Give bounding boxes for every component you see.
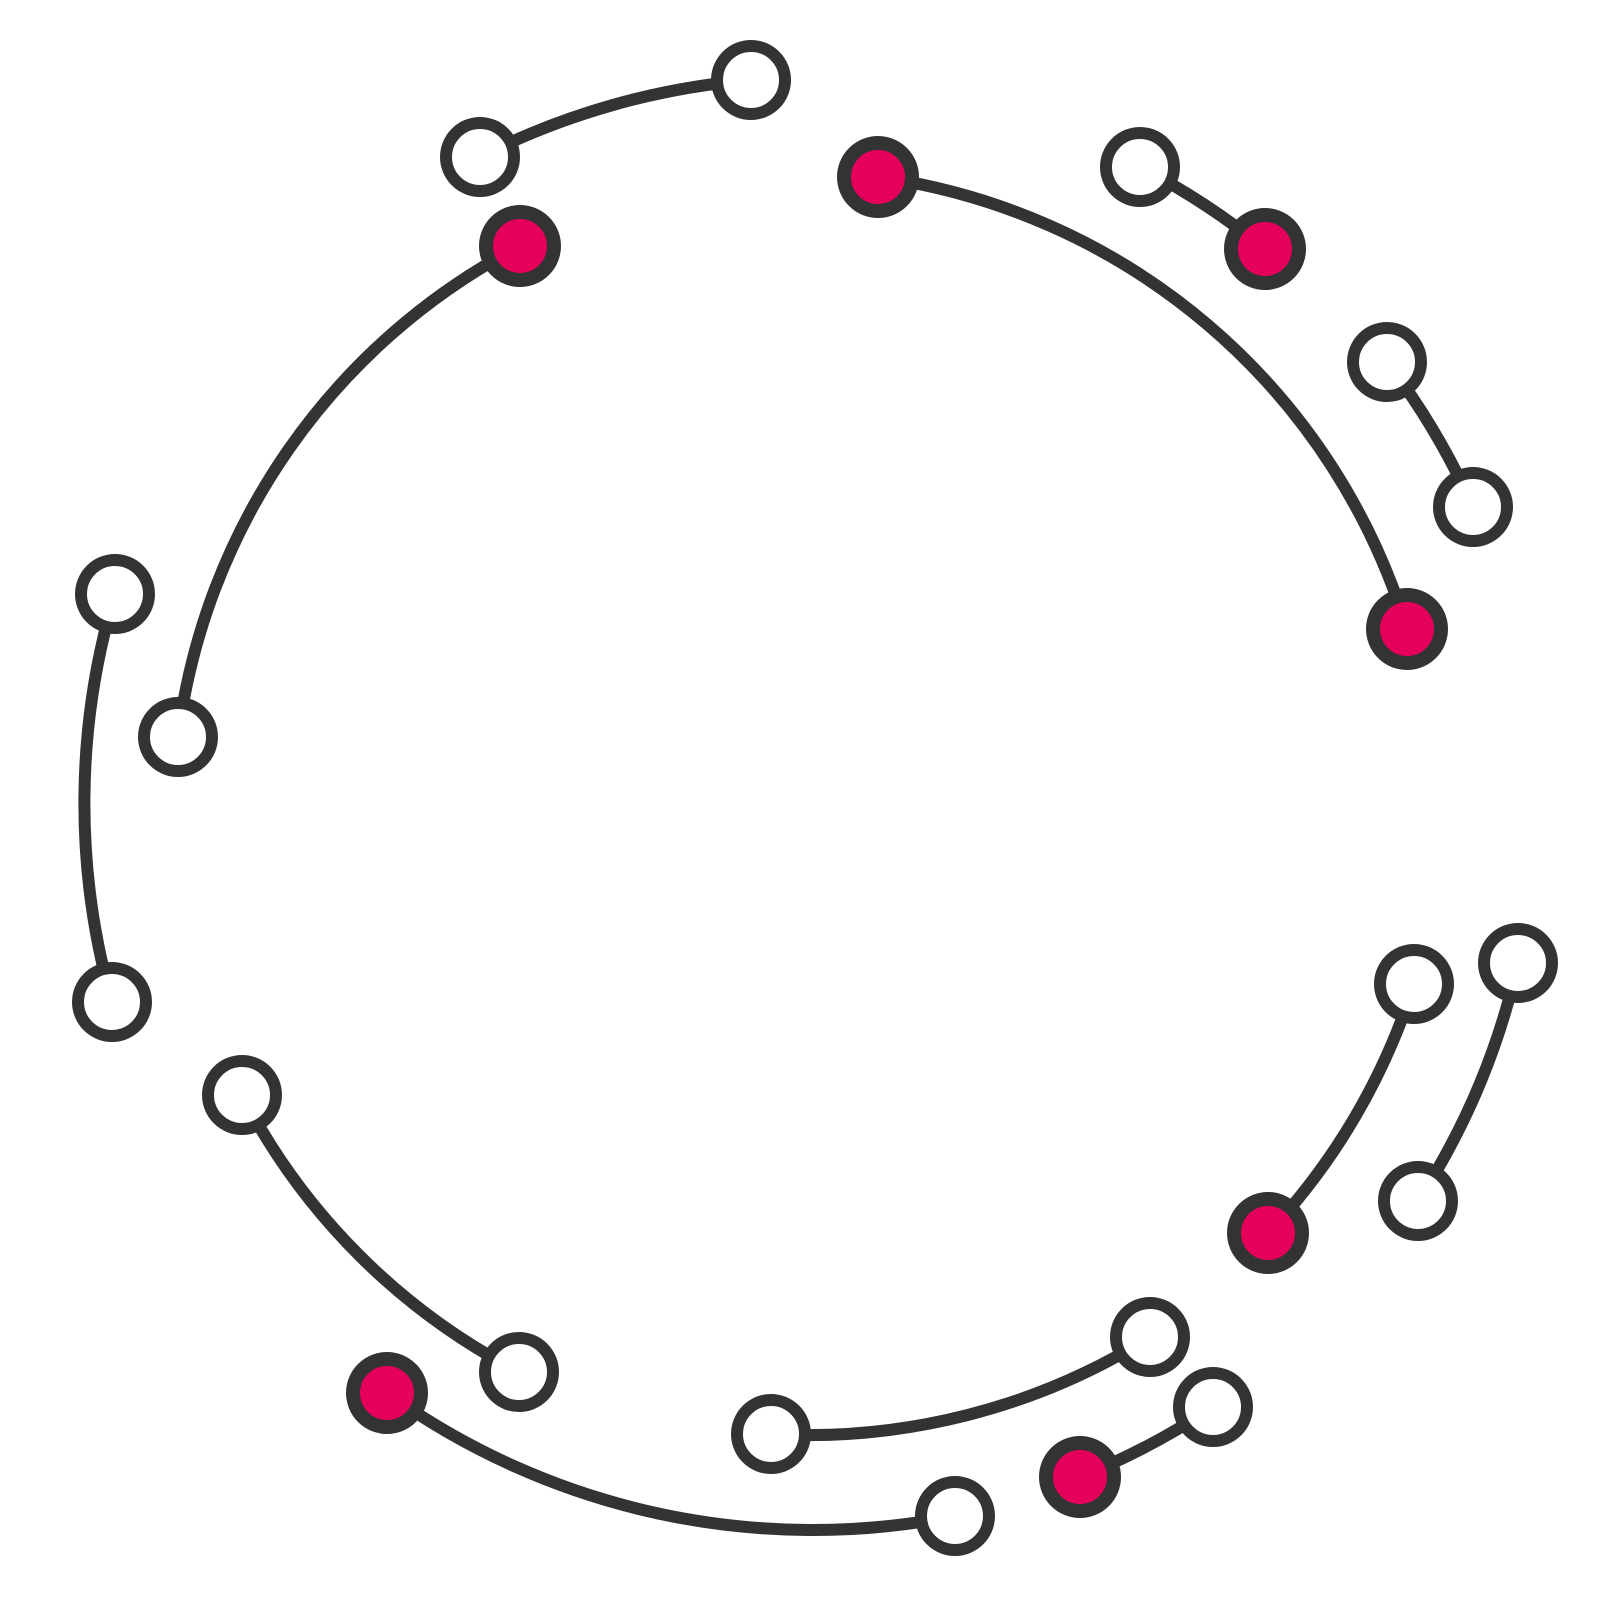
n-bottom-4-node	[1173, 1367, 1253, 1447]
arc-3-connector	[78, 592, 121, 1004]
arcs-layer	[78, 74, 1524, 1536]
n-left-2-node	[75, 554, 155, 634]
n-lowleft-1-node	[202, 1055, 282, 1135]
arc-10-connector	[383, 1388, 957, 1536]
n-lowleft-2-node	[479, 1332, 559, 1412]
n-lowright-1-node	[1374, 944, 1454, 1024]
n-top-1-node	[440, 117, 520, 197]
n-left-3-node	[72, 962, 152, 1042]
n-left-1-node	[138, 697, 218, 777]
n-red-top-highlighted-node	[837, 136, 919, 218]
n-red-lowright-highlighted-node	[1227, 1192, 1309, 1274]
n-right-2-node	[1433, 467, 1513, 547]
arc-1-connector	[477, 74, 752, 163]
n-bottom-2-node	[731, 1394, 811, 1474]
n-red-right-highlighted-node	[1366, 588, 1448, 670]
arc-11-connector	[770, 1331, 1154, 1442]
n-bottom-1-node	[915, 1476, 995, 1556]
arc-2-connector	[172, 240, 523, 738]
n-top-2-node	[711, 40, 791, 120]
n-right-1-node	[1347, 322, 1427, 402]
n-red-bottomleft-highlighted-node	[346, 1352, 428, 1434]
n-red-topright-highlighted-node	[1224, 208, 1306, 290]
n-red-bottomright-highlighted-node	[1039, 1436, 1121, 1518]
n-bottom-3-node	[1110, 1297, 1190, 1377]
n-topright-1-node	[1100, 127, 1180, 207]
arc-9-connector	[236, 1092, 522, 1378]
arc-4-connector	[877, 171, 1413, 631]
n-lowright-3-node	[1478, 923, 1558, 1003]
n-red-upper-left-highlighted-node	[479, 205, 561, 287]
n-lowright-2-node	[1378, 1161, 1458, 1241]
nodes-layer	[72, 40, 1558, 1556]
